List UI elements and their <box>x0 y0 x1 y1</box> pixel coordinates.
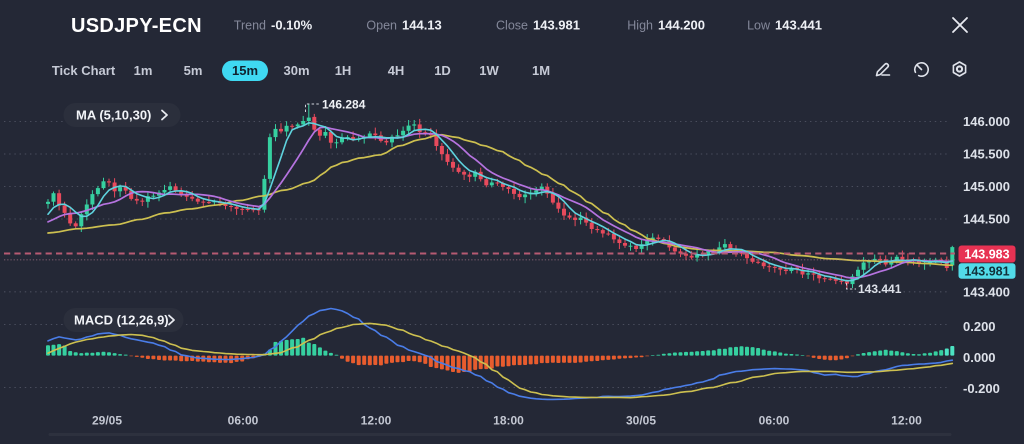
svg-text:143.981: 143.981 <box>533 18 580 33</box>
svg-text:1m: 1m <box>134 63 153 78</box>
svg-text:USDJPY-ECN: USDJPY-ECN <box>71 15 202 37</box>
svg-text:1M: 1M <box>532 63 550 78</box>
svg-text:143.441: 143.441 <box>775 18 822 33</box>
svg-text:143.441: 143.441 <box>858 282 902 296</box>
svg-text:12:00: 12:00 <box>361 414 392 428</box>
svg-text:06:00: 06:00 <box>228 414 259 428</box>
svg-text:144.13: 144.13 <box>402 18 442 33</box>
svg-text:1H: 1H <box>335 63 352 78</box>
svg-text:1W: 1W <box>479 63 499 78</box>
svg-text:1D: 1D <box>434 63 451 78</box>
svg-text:MACD (12,26,9): MACD (12,26,9) <box>74 313 169 328</box>
svg-text:Low: Low <box>747 19 771 33</box>
svg-text:0.200: 0.200 <box>963 319 996 334</box>
svg-text:12:00: 12:00 <box>891 414 922 428</box>
svg-text:06:00: 06:00 <box>759 414 790 428</box>
svg-text:143.400: 143.400 <box>963 284 1010 299</box>
svg-text:144.500: 144.500 <box>963 212 1010 227</box>
svg-text:Open: Open <box>366 19 397 33</box>
svg-text:146.000: 146.000 <box>963 114 1010 129</box>
svg-text:0.000: 0.000 <box>963 350 996 365</box>
svg-text:Close: Close <box>496 19 528 33</box>
svg-text:5m: 5m <box>184 63 203 78</box>
svg-text:-0.10%: -0.10% <box>271 18 313 33</box>
svg-text:-0.200: -0.200 <box>963 381 1000 396</box>
svg-text:30m: 30m <box>283 63 309 78</box>
svg-text:144.200: 144.200 <box>658 18 705 33</box>
svg-text:Trend: Trend <box>234 19 266 33</box>
svg-text:143.983: 143.983 <box>964 248 1009 262</box>
svg-text:146.284: 146.284 <box>322 98 366 112</box>
svg-text:15m: 15m <box>232 63 258 78</box>
svg-text:4H: 4H <box>388 63 405 78</box>
svg-text:145.500: 145.500 <box>963 147 1010 162</box>
svg-text:18:00: 18:00 <box>493 414 524 428</box>
svg-text:High: High <box>627 19 653 33</box>
svg-text:143.981: 143.981 <box>964 265 1009 279</box>
svg-text:MA (5,10,30): MA (5,10,30) <box>76 108 151 123</box>
svg-text:29/05: 29/05 <box>92 414 122 428</box>
svg-text:145.000: 145.000 <box>963 179 1010 194</box>
svg-text:30/05: 30/05 <box>626 414 656 428</box>
svg-text:Tick Chart: Tick Chart <box>52 63 116 78</box>
